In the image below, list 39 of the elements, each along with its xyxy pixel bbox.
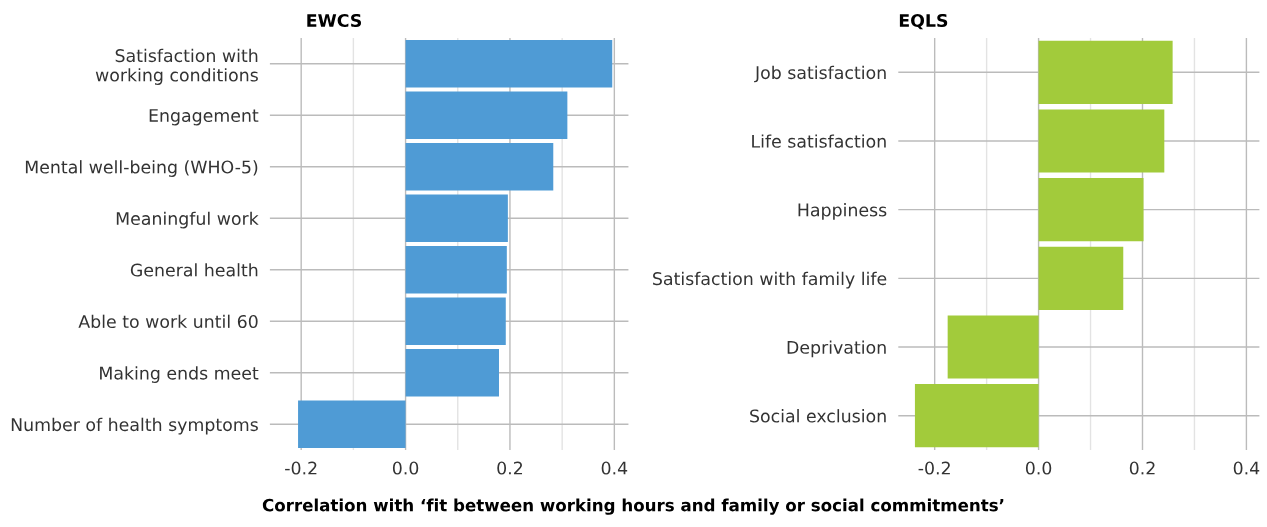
x-tick-label: 0.2 <box>1129 461 1155 475</box>
x-tick-label: 0.0 <box>392 461 419 475</box>
x-tick-label: 0.0 <box>1025 461 1052 475</box>
y-tick-label: Job satisfaction <box>754 65 886 83</box>
y-tick-label: Life satisfaction <box>752 134 886 148</box>
x-tick-label: 0.4 <box>1233 461 1260 475</box>
bar <box>1038 109 1165 173</box>
x-axis-title: Correlation with ‘fit between working hours and family or social commitments’ <box>262 498 1004 515</box>
y-tick-label: Happiness <box>798 203 887 220</box>
y-tick-label: Mental well-being (WHO-5) <box>25 160 258 177</box>
y-tick-label: Deprivation <box>787 340 886 358</box>
x-tick-label: 0.4 <box>601 461 628 475</box>
bar <box>298 400 406 448</box>
bar <box>405 297 506 345</box>
bar <box>1038 246 1124 310</box>
chart-title: EQLS <box>899 13 948 30</box>
bar <box>1038 40 1173 104</box>
y-tick-label: Satisfaction with working conditions <box>95 48 258 85</box>
bar <box>405 246 507 294</box>
bar <box>1038 178 1144 242</box>
x-tick-label: -0.2 <box>285 461 317 475</box>
bar <box>405 40 613 88</box>
y-tick-label: Making ends meet <box>100 366 259 383</box>
bar <box>405 91 568 139</box>
y-tick-label: Satisfaction with family life <box>653 271 887 289</box>
y-tick-label: Meaningful work <box>116 211 259 229</box>
bar <box>405 194 508 242</box>
chart-title: EWCS <box>307 13 362 28</box>
y-tick-label: Number of health symptoms <box>11 417 258 435</box>
y-tick-label: Social exclusion <box>750 409 886 423</box>
x-tick-label: -0.2 <box>918 461 950 475</box>
y-tick-label: General health <box>130 263 258 277</box>
bar <box>914 384 1039 448</box>
bar <box>405 143 554 191</box>
bar <box>405 349 499 397</box>
y-tick-label: Able to work until 60 <box>78 314 258 329</box>
x-tick-label: 0.2 <box>497 461 523 475</box>
bar <box>947 315 1039 379</box>
y-tick-label: Engagement <box>149 109 259 126</box>
